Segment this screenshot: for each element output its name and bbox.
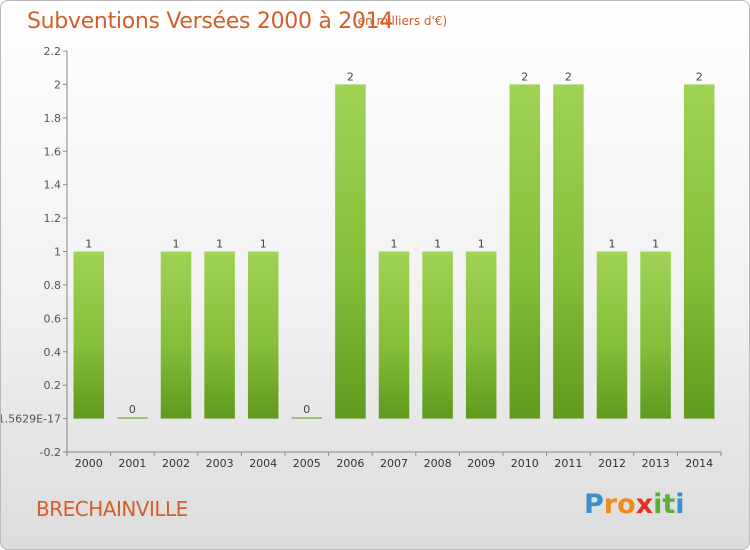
y-tick-label: 1 — [54, 246, 61, 259]
bar-value-label: 0 — [303, 403, 310, 416]
bar-value-label: 1 — [216, 238, 223, 251]
logo-letter: r — [603, 489, 618, 520]
y-tick-label: -1.5629E-17 — [1, 413, 61, 426]
data-labels: 1 0 1 1 1 0 2 1 1 1 2 2 1 1 2 — [85, 70, 702, 416]
bar[interactable] — [509, 84, 541, 419]
bar-value-label: 1 — [391, 238, 398, 251]
bars — [73, 84, 715, 419]
y-tick-label: 0.6 — [44, 312, 62, 325]
x-tick-label: 2006 — [336, 457, 364, 470]
x-tick-label: 2001 — [118, 457, 146, 470]
bar[interactable] — [683, 84, 715, 419]
y-tick-label: 0.4 — [44, 346, 62, 359]
y-tick-label: 1.8 — [44, 112, 62, 125]
chart-subtitle: (en milliers d'€) — [353, 14, 448, 28]
x-tick-label: 2003 — [206, 457, 234, 470]
x-tick-label: 2008 — [424, 457, 452, 470]
logo-letter: o — [617, 489, 636, 520]
bar-value-label: 2 — [565, 70, 572, 83]
bar-value-label: 1 — [652, 238, 659, 251]
bar[interactable] — [204, 251, 235, 419]
chart-title: Subventions Versées 2000 à 2014 — [27, 9, 394, 34]
bar-value-label: 2 — [696, 70, 703, 83]
bar[interactable] — [640, 251, 671, 419]
bar[interactable] — [335, 84, 366, 419]
logo-letter: x — [635, 489, 654, 520]
bar[interactable] — [247, 251, 279, 419]
bar-value-label: 1 — [609, 238, 616, 251]
bar[interactable] — [160, 251, 192, 419]
x-tick-label: 2005 — [293, 457, 321, 470]
proxiti-logo[interactable]: Proxiti — [584, 489, 685, 520]
bar[interactable] — [117, 417, 148, 419]
logo-letter: i — [653, 489, 663, 520]
x-tick-label: 2013 — [642, 457, 670, 470]
x-axis: 2000 2001 2002 2003 2004 2005 2006 2007 2008 2009… — [66, 451, 722, 470]
bar-value-label: 1 — [85, 238, 92, 251]
bar[interactable] — [291, 417, 323, 419]
bar[interactable] — [378, 251, 410, 419]
y-tick-label: 0.2 — [44, 379, 62, 392]
bar-value-label: 1 — [173, 238, 180, 251]
y-axis: -0.2 -1.5629E-17 0.2 0.4 0.6 0.8 1 1.2 1.4 1.6 1.8… — [1, 45, 68, 459]
x-tick-label: 2011 — [554, 457, 582, 470]
logo-letter: i — [675, 489, 685, 520]
x-tick-label: 2007 — [380, 457, 408, 470]
bar[interactable] — [73, 251, 105, 419]
x-tick-label: 2012 — [598, 457, 626, 470]
bar-value-label: 2 — [521, 70, 528, 83]
y-tick-label: 1.6 — [44, 145, 62, 158]
bar-value-label: 1 — [478, 238, 485, 251]
bar[interactable] — [596, 251, 628, 419]
bar[interactable] — [553, 84, 584, 419]
bar[interactable] — [422, 251, 453, 419]
x-tick-label: 2000 — [75, 457, 103, 470]
x-tick-label: 2009 — [467, 457, 495, 470]
y-tick-label: 1.4 — [44, 179, 62, 192]
y-tick-label: -0.2 — [40, 446, 61, 459]
bar[interactable] — [465, 251, 497, 419]
x-tick-label: 2002 — [162, 457, 190, 470]
bar-value-label: 0 — [129, 403, 136, 416]
y-tick-label: 1.2 — [44, 212, 62, 225]
logo-letter: t — [662, 489, 676, 520]
x-tick-label: 2010 — [511, 457, 539, 470]
logo-letter: P — [584, 489, 604, 520]
bar-value-label: 1 — [434, 238, 441, 251]
y-tick-label: 2 — [54, 78, 61, 91]
x-tick-label: 2014 — [685, 457, 713, 470]
bar-value-label: 1 — [260, 238, 267, 251]
bar-value-label: 2 — [347, 70, 354, 83]
y-tick-label: 2.2 — [44, 45, 62, 58]
y-tick-label: 0.8 — [44, 279, 62, 292]
x-tick-label: 2004 — [249, 457, 277, 470]
commune-name: BRECHAINVILLE — [36, 497, 188, 521]
